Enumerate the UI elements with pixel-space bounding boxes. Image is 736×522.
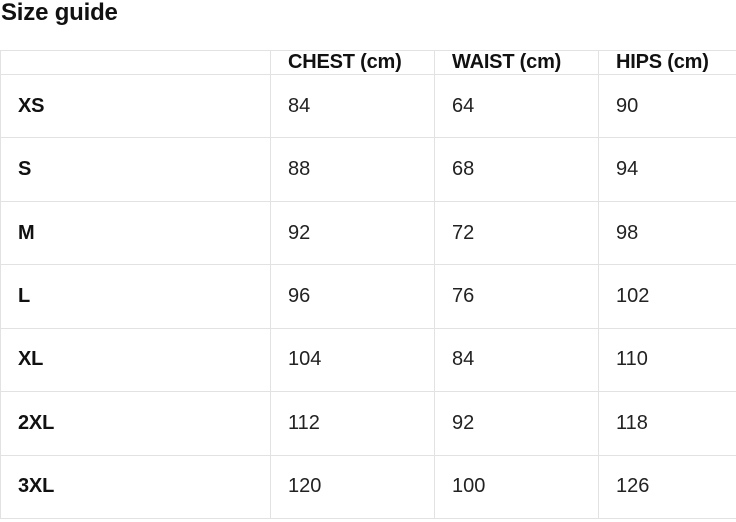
chest-value: 112 [270, 391, 435, 456]
size-label: 3XL [0, 454, 271, 520]
hips-value: 98 [598, 200, 736, 266]
chest-value: 96 [270, 264, 435, 329]
table-row-m: M 92 72 98 [0, 200, 736, 266]
table-row-3xl: 3XL 120 100 126 [0, 454, 736, 520]
size-label: S [0, 137, 271, 202]
header-row: CHEST (cm) WAIST (cm) HIPS (cm) [0, 50, 736, 75]
table-row-s: S 88 68 94 [0, 137, 736, 202]
header-cell-size [0, 50, 271, 75]
size-label: XL [0, 327, 271, 393]
hips-value: 110 [598, 327, 736, 393]
waist-value: 64 [434, 73, 599, 139]
header-cell-waist: WAIST (cm) [434, 50, 599, 75]
size-label: XS [0, 73, 271, 139]
waist-value: 100 [434, 454, 599, 520]
waist-value: 84 [434, 327, 599, 393]
chest-value: 84 [270, 73, 435, 139]
chest-value: 88 [270, 137, 435, 202]
table-row-2xl: 2XL 112 92 118 [0, 391, 736, 456]
hips-value: 94 [598, 137, 736, 202]
header-cell-hips: HIPS (cm) [598, 50, 736, 75]
waist-value: 72 [434, 200, 599, 266]
size-guide-table: CHEST (cm) WAIST (cm) HIPS (cm) XS 84 64… [0, 50, 736, 520]
size-table-header: CHEST (cm) WAIST (cm) HIPS (cm) [0, 50, 736, 75]
size-table-body: XS 84 64 90 S 88 68 94 M 92 72 98 L 96 7… [0, 73, 736, 520]
chest-value: 120 [270, 454, 435, 520]
waist-value: 92 [434, 391, 599, 456]
size-label: M [0, 200, 271, 266]
size-label: 2XL [0, 391, 271, 456]
table-row-l: L 96 76 102 [0, 264, 736, 329]
waist-value: 76 [434, 264, 599, 329]
chest-value: 104 [270, 327, 435, 393]
hips-value: 126 [598, 454, 736, 520]
table-row-xl: XL 104 84 110 [0, 327, 736, 393]
chest-value: 92 [270, 200, 435, 266]
header-cell-chest: CHEST (cm) [270, 50, 435, 75]
table-row-xs: XS 84 64 90 [0, 73, 736, 139]
hips-value: 102 [598, 264, 736, 329]
waist-value: 68 [434, 137, 599, 202]
size-label: L [0, 264, 271, 329]
hips-value: 90 [598, 73, 736, 139]
hips-value: 118 [598, 391, 736, 456]
page-title: Size guide [1, 0, 118, 26]
